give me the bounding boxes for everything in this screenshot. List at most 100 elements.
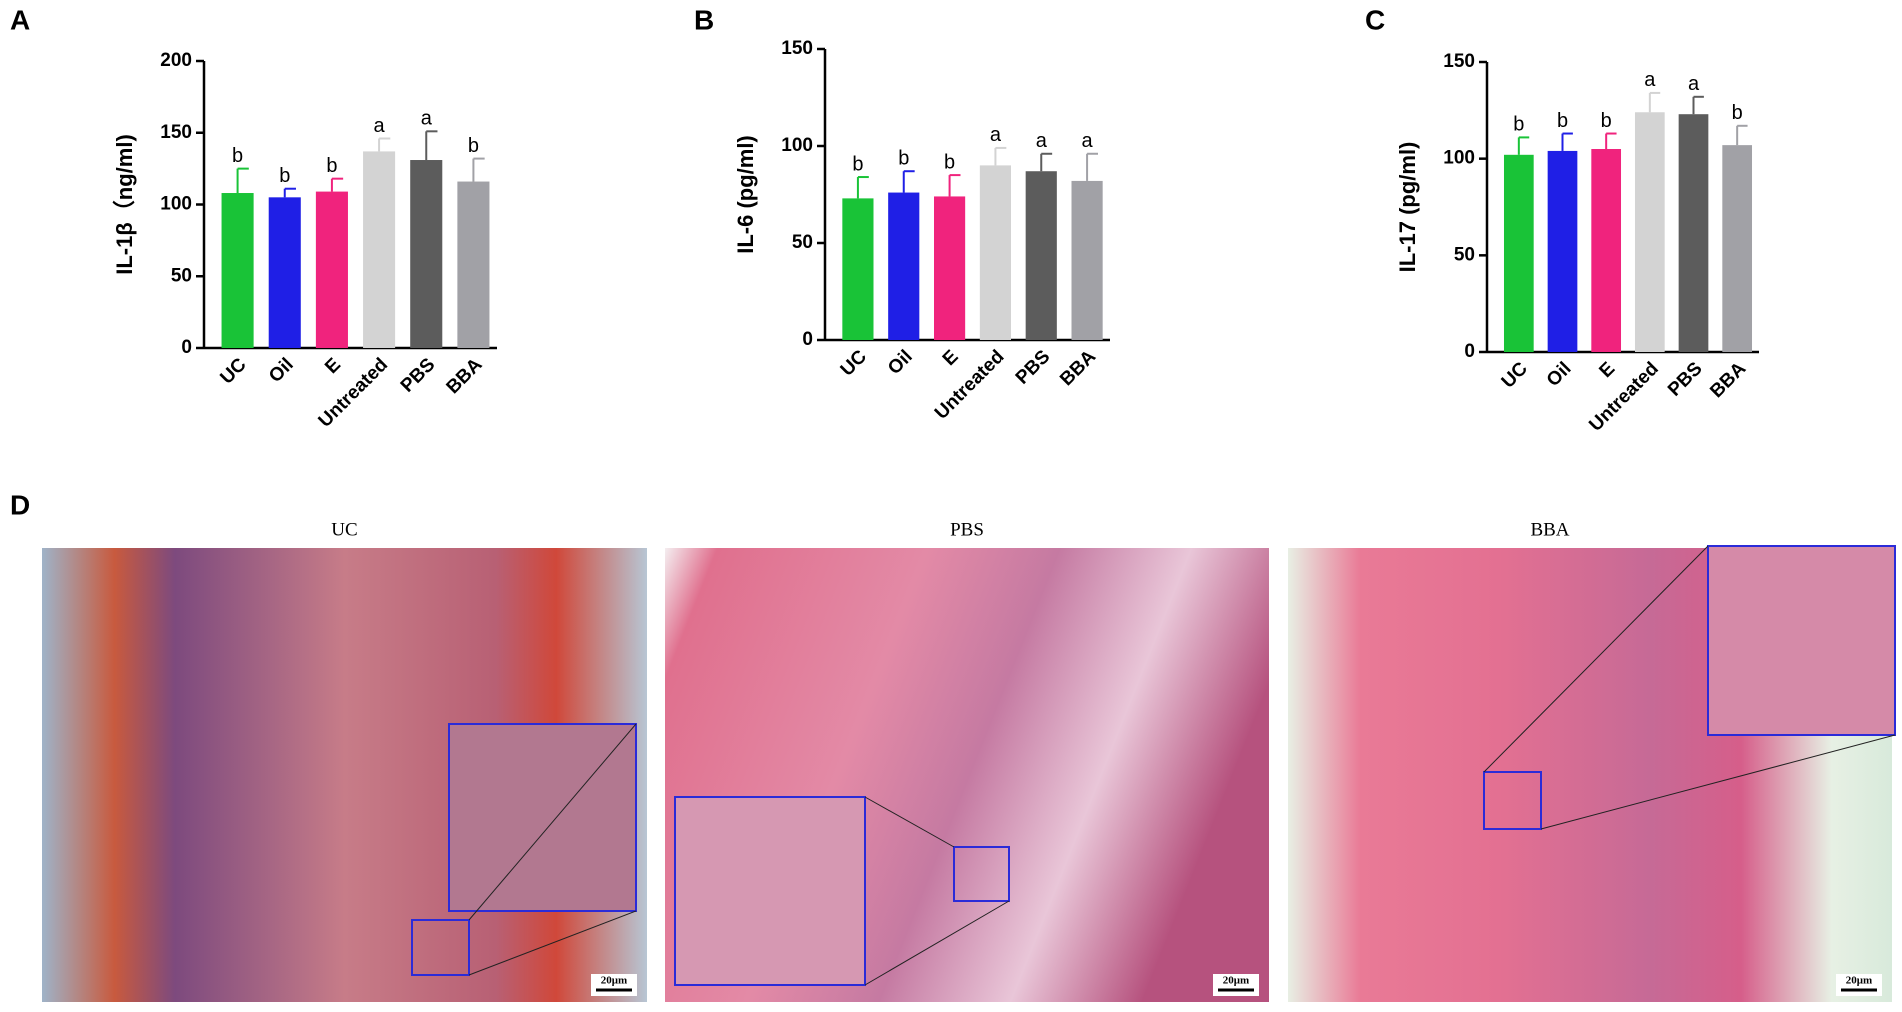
error-bar <box>1605 132 1617 149</box>
bar <box>1547 150 1578 352</box>
bar <box>363 151 396 348</box>
x-tick-label: Oil <box>884 346 917 379</box>
significance-letter: b <box>898 148 909 170</box>
significance-letter: b <box>326 155 337 177</box>
x-tick-label: E <box>939 346 963 370</box>
bar <box>457 181 490 348</box>
bar <box>1071 180 1103 340</box>
y-tick-label: 100 <box>160 194 192 215</box>
bar <box>842 198 874 340</box>
significance-letter: b <box>1601 110 1612 132</box>
y-tick-label: 100 <box>1443 148 1475 169</box>
inset-zoom <box>1707 545 1896 736</box>
bar <box>221 193 254 348</box>
x-tick-label: UC <box>837 346 871 380</box>
y-axis-label: IL-1β（ng/ml) <box>112 134 137 275</box>
x-tick-label: BBA <box>1056 346 1100 390</box>
bar <box>410 160 443 348</box>
x-tick-label: UC <box>216 354 250 388</box>
bar <box>1503 154 1534 352</box>
significance-letter: b <box>232 145 243 167</box>
y-tick-label: 0 <box>802 329 813 350</box>
x-tick-label: Oil <box>265 354 298 387</box>
scale-bar-label: 20μm <box>601 975 627 987</box>
x-tick-label: PBS <box>1012 346 1054 388</box>
inset-connector <box>864 900 1010 986</box>
x-tick-label: PBS <box>397 354 439 396</box>
inset-zoom <box>674 796 866 986</box>
x-tick-label: BBA <box>1706 358 1750 402</box>
significance-letter: b <box>1513 114 1524 136</box>
scale-bar-label: 20μm <box>1223 975 1249 987</box>
x-tick-label: PBS <box>1664 358 1706 400</box>
x-tick-label: UC <box>1498 358 1532 392</box>
error-bar <box>902 170 915 193</box>
inset-connector <box>864 796 955 848</box>
inset-box <box>1483 771 1542 830</box>
error-bar <box>1561 132 1573 151</box>
x-tick-label: E <box>1595 358 1619 382</box>
y-axis-label: IL-6 (pg/ml) <box>733 135 758 254</box>
image-title: UC <box>331 519 357 540</box>
y-tick-label: 150 <box>160 122 192 143</box>
bar <box>1678 114 1709 352</box>
histology-images <box>42 545 1896 1002</box>
error-bar <box>472 157 485 182</box>
y-tick-label: 50 <box>792 232 813 253</box>
image-title: BBA <box>1530 519 1569 540</box>
error-bar <box>283 187 296 198</box>
significance-letter: b <box>1732 102 1743 124</box>
significance-letter: a <box>1036 130 1048 152</box>
error-bar <box>1648 91 1661 113</box>
inset-box <box>411 919 470 976</box>
y-tick-label: 200 <box>160 50 192 71</box>
significance-letter: a <box>1082 130 1094 152</box>
error-bar <box>1736 124 1748 146</box>
y-tick-label: 50 <box>1454 244 1475 265</box>
error-bar <box>378 137 391 152</box>
error-bar <box>856 176 869 199</box>
bar <box>1025 171 1057 340</box>
inset-zoom <box>448 723 637 912</box>
error-bar <box>236 167 249 194</box>
error-bar <box>1517 136 1530 155</box>
bar <box>268 197 301 348</box>
scale-bar-label: 20μm <box>1846 975 1872 987</box>
panel-label: A <box>10 4 30 35</box>
error-bar <box>994 146 1007 166</box>
y-tick-label: 0 <box>1464 341 1475 362</box>
error-bar <box>330 177 344 192</box>
significance-letter: a <box>421 108 433 130</box>
y-axis-label: IL-17 (pg/ml) <box>1395 142 1420 273</box>
significance-letter: b <box>852 153 863 175</box>
significance-letter: b <box>1557 110 1568 132</box>
significance-letter: a <box>1644 69 1656 91</box>
y-tick-label: 0 <box>181 337 192 358</box>
significance-letter: b <box>944 151 955 173</box>
image-title: PBS <box>950 519 984 540</box>
panel-label: B <box>694 4 714 35</box>
significance-letter: a <box>1688 73 1700 95</box>
significance-letter: b <box>468 135 479 157</box>
x-tick-label: BBA <box>443 354 487 398</box>
bar <box>315 191 348 348</box>
bar <box>1634 112 1665 353</box>
significance-letter: a <box>374 115 386 137</box>
inset-connector <box>1540 734 1896 830</box>
x-tick-label: E <box>321 354 345 378</box>
significance-letter: a <box>990 124 1002 146</box>
bar <box>1591 149 1622 352</box>
panel-label: C <box>1365 4 1385 35</box>
inset-connector <box>1483 545 1709 773</box>
inset-connector <box>468 910 637 976</box>
error-bar <box>1692 95 1704 115</box>
inset-box <box>953 846 1010 902</box>
error-bar <box>948 174 961 197</box>
inset-connector <box>468 723 637 921</box>
bar <box>979 165 1011 340</box>
significance-letter: b <box>279 165 290 187</box>
y-tick-label: 150 <box>1443 51 1475 72</box>
error-bar <box>425 130 438 161</box>
y-tick-label: 150 <box>781 38 813 59</box>
panel-label: D <box>10 489 30 520</box>
